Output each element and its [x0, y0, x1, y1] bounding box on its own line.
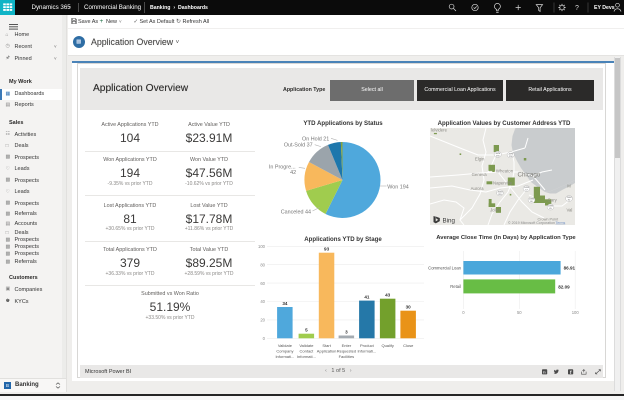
svg-text:Start: Start: [322, 343, 331, 348]
svg-text:93: 93: [324, 247, 330, 252]
svg-text:Out-Sold 37: Out-Sold 37: [284, 143, 313, 149]
svg-text:294: 294: [509, 156, 513, 158]
svg-text:Chicago: Chicago: [518, 172, 541, 179]
svg-text:JWM: JWM: [529, 199, 534, 201]
svg-text:100: 100: [258, 244, 266, 249]
svg-text:34: 34: [282, 301, 288, 306]
svg-text:JWM: JWM: [524, 187, 529, 189]
svg-text:0: 0: [462, 310, 465, 315]
svg-text:30: 30: [406, 305, 412, 310]
svg-text:Commercial Loan: Commercial Loan: [428, 265, 461, 270]
svg-text:60: 60: [260, 281, 265, 286]
svg-text:f: f: [570, 370, 572, 375]
svg-text:Crown Point: Crown Point: [538, 217, 560, 221]
svg-text:42: 42: [290, 170, 296, 176]
svg-text:0: 0: [263, 336, 266, 341]
svg-text:JWM: JWM: [508, 153, 513, 155]
svg-text:290: 290: [496, 155, 500, 157]
svg-text:JWM: JWM: [497, 192, 502, 194]
svg-text:M: M: [567, 184, 571, 189]
svg-text:Informati...: Informati...: [357, 349, 376, 354]
svg-text:41: 41: [364, 295, 370, 300]
svg-text:3: 3: [345, 330, 348, 335]
svg-text:Naperville: Naperville: [493, 180, 513, 185]
svg-text:355: 355: [498, 194, 502, 196]
svg-text:JWM: JWM: [495, 153, 500, 155]
svg-text:in: in: [543, 371, 546, 375]
svg-text:Joliet: Joliet: [490, 208, 501, 213]
svg-text:Informati...: Informati...: [275, 354, 294, 359]
svg-text:JWM: JWM: [548, 206, 553, 208]
svg-text:Canceled 44: Canceled 44: [281, 210, 311, 216]
svg-text:20: 20: [260, 318, 265, 323]
svg-text:Validate: Validate: [278, 343, 293, 348]
svg-text:Terms: Terms: [556, 221, 566, 225]
svg-text:5: 5: [305, 328, 308, 333]
svg-text:In Progre...: In Progre...: [269, 164, 296, 170]
svg-text:Aurora: Aurora: [471, 186, 485, 191]
svg-text:Won 194: Won 194: [387, 185, 408, 191]
svg-text:Gary: Gary: [548, 198, 558, 203]
svg-text:Company: Company: [276, 349, 293, 354]
svg-text:Enter: Enter: [342, 343, 352, 348]
svg-text:43: 43: [385, 293, 391, 298]
svg-text:65: 65: [549, 208, 552, 210]
svg-text:lelvidere: lelvidere: [431, 128, 448, 132]
svg-text:57: 57: [525, 190, 528, 192]
svg-text:80: 80: [260, 262, 265, 267]
svg-text:Informati...: Informati...: [297, 354, 316, 359]
svg-text:Val: Val: [567, 208, 573, 213]
svg-text:Close: Close: [403, 343, 414, 348]
svg-text:Validate: Validate: [299, 343, 314, 348]
svg-text:86.91: 86.91: [564, 266, 576, 271]
svg-text:50: 50: [517, 310, 522, 315]
svg-text:80: 80: [530, 201, 533, 203]
svg-text:100: 100: [572, 310, 580, 315]
svg-text:Application: Application: [317, 349, 337, 354]
svg-text:82.09: 82.09: [558, 284, 570, 289]
svg-text:Elgin: Elgin: [475, 157, 485, 162]
svg-text:Geneva: Geneva: [472, 172, 488, 177]
svg-text:Wheaton: Wheaton: [496, 169, 514, 174]
svg-text:80: 80: [568, 200, 571, 202]
svg-text:Product: Product: [360, 343, 375, 348]
svg-text:40: 40: [260, 299, 265, 304]
svg-text:?: ?: [575, 5, 579, 12]
svg-text:Qualify: Qualify: [381, 343, 393, 348]
svg-text:Facilities: Facilities: [339, 354, 355, 359]
svg-text:On Hold 21: On Hold 21: [302, 136, 329, 142]
svg-text:Bing: Bing: [443, 217, 456, 224]
svg-text:Requested: Requested: [337, 349, 356, 354]
svg-text:Retail: Retail: [450, 284, 461, 289]
svg-text:JWM: JWM: [567, 197, 572, 199]
svg-text:© 2019 Microsoft Corporation: © 2019 Microsoft Corporation: [508, 221, 555, 225]
svg-text:Contact: Contact: [300, 349, 315, 354]
